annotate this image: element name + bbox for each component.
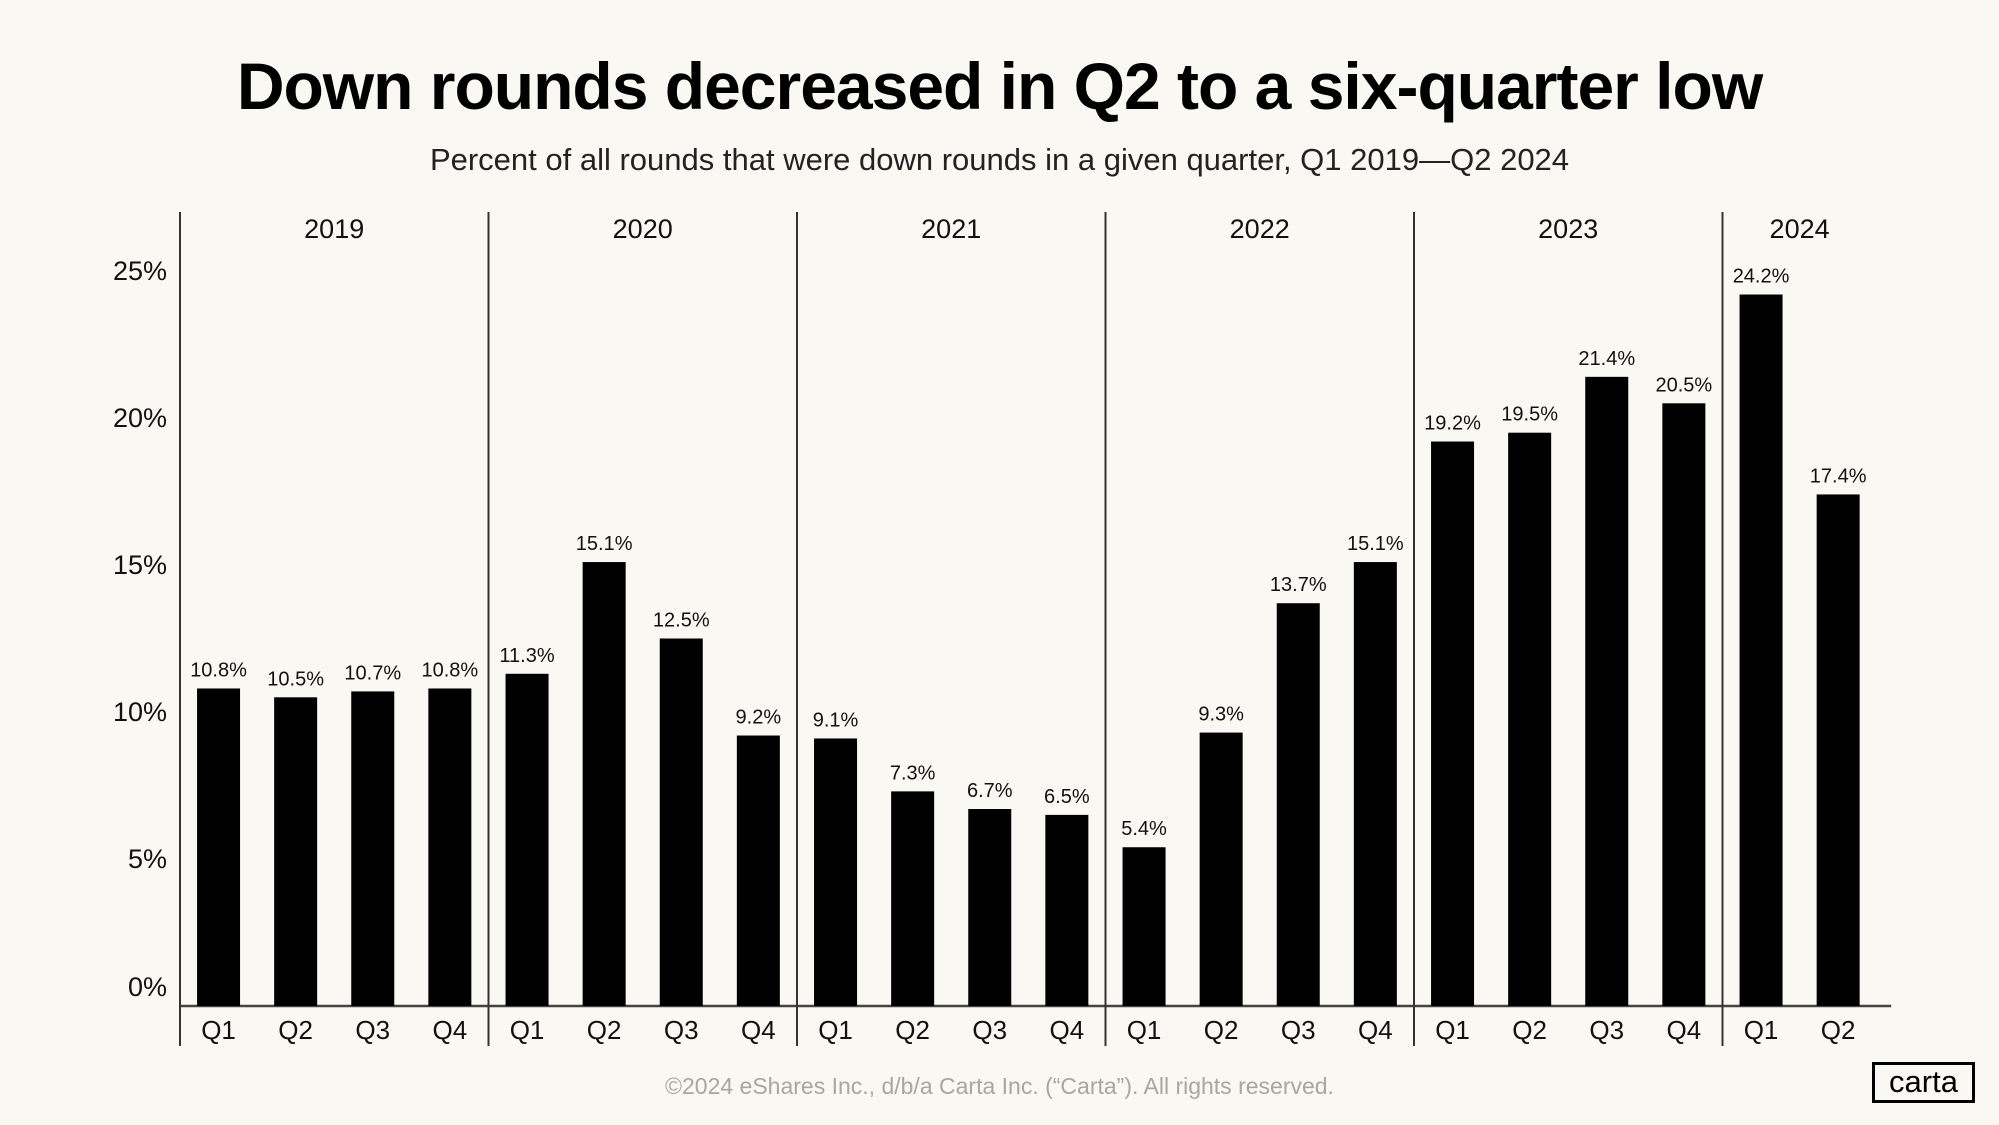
bar [1045, 814, 1089, 1006]
bar [1508, 432, 1552, 1006]
bar [814, 738, 858, 1006]
data-label: 5.4% [1121, 818, 1167, 840]
y-tick-label: 0% [128, 972, 167, 1002]
data-label: 20.5% [1655, 374, 1712, 396]
data-label: 9.1% [813, 709, 859, 731]
bar [1662, 403, 1706, 1006]
x-tick-label: Q3 [1589, 1015, 1624, 1045]
y-tick-label: 15% [113, 550, 167, 580]
bar [1816, 494, 1860, 1006]
bar [428, 688, 472, 1006]
x-tick-label: Q2 [1512, 1015, 1547, 1045]
bar [1353, 562, 1397, 1006]
chart-subtitle: Percent of all rounds that were down rou… [429, 142, 1570, 177]
bar [1431, 441, 1475, 1006]
bar [1199, 732, 1243, 1006]
data-label: 15.1% [1347, 533, 1404, 555]
bar [968, 809, 1012, 1006]
data-label: 10.8% [421, 659, 478, 681]
x-tick-label: Q1 [1744, 1015, 1779, 1045]
x-tick-label: Q3 [972, 1015, 1007, 1045]
bar [659, 638, 703, 1006]
data-label: 21.4% [1578, 348, 1635, 370]
year-label: 2019 [304, 214, 364, 244]
y-tick-label: 10% [113, 697, 167, 727]
data-label: 9.3% [1198, 704, 1244, 726]
data-label: 10.7% [344, 662, 401, 684]
x-tick-label: Q2 [895, 1015, 930, 1045]
y-tick-label: 25% [113, 256, 167, 286]
x-tick-label: Q1 [201, 1015, 236, 1045]
x-tick-label: Q1 [510, 1015, 545, 1045]
data-label: 6.5% [1044, 786, 1090, 808]
copyright-footer: ©2024 eShares Inc., d/b/a Carta Inc. (“C… [665, 1073, 1334, 1099]
year-label: 2022 [1230, 214, 1290, 244]
data-label: 7.3% [890, 762, 936, 784]
data-label: 19.5% [1501, 404, 1558, 426]
x-tick-label: Q4 [741, 1015, 776, 1045]
x-tick-label: Q3 [1281, 1015, 1316, 1045]
bar [274, 697, 318, 1006]
x-tick-label: Q2 [278, 1015, 313, 1045]
x-tick-label: Q2 [587, 1015, 622, 1045]
data-label: 17.4% [1810, 465, 1867, 487]
chart-title: Down rounds decreased in Q2 to a six-qua… [236, 49, 1763, 123]
bar [1276, 603, 1320, 1006]
data-label: 10.8% [190, 659, 247, 681]
x-tick-label: Q3 [355, 1015, 390, 1045]
data-label: 10.5% [267, 668, 324, 690]
x-tick-label: Q4 [1050, 1015, 1085, 1045]
x-tick-label: Q4 [1358, 1015, 1393, 1045]
data-label: 12.5% [653, 610, 710, 632]
bar [1585, 376, 1629, 1007]
year-label: 2020 [613, 214, 673, 244]
year-label: 2024 [1770, 214, 1830, 244]
bar [505, 673, 549, 1006]
data-label: 24.2% [1733, 266, 1790, 288]
data-label: 9.2% [736, 707, 782, 729]
data-label: 13.7% [1270, 574, 1327, 596]
bar [197, 688, 241, 1006]
data-label: 15.1% [576, 533, 633, 555]
bar [1122, 847, 1166, 1006]
x-tick-label: Q1 [818, 1015, 853, 1045]
x-tick-label: Q2 [1821, 1015, 1856, 1045]
x-tick-label: Q1 [1435, 1015, 1470, 1045]
x-tick-label: Q3 [664, 1015, 699, 1045]
year-label: 2023 [1538, 214, 1598, 244]
y-tick-label: 20% [113, 403, 167, 433]
x-tick-label: Q2 [1204, 1015, 1239, 1045]
x-tick-label: Q1 [1127, 1015, 1162, 1045]
data-label: 19.2% [1424, 413, 1481, 435]
x-tick-label: Q4 [1667, 1015, 1702, 1045]
bar [1739, 294, 1783, 1006]
bar [582, 562, 626, 1006]
bar [736, 735, 780, 1006]
data-label: 6.7% [967, 780, 1013, 802]
bar [351, 691, 395, 1006]
y-tick-label: 5% [128, 844, 167, 874]
data-label: 11.3% [499, 645, 554, 667]
bar [891, 791, 935, 1006]
x-tick-label: Q4 [433, 1015, 468, 1045]
carta-logo: carta [1872, 1062, 1975, 1103]
year-label: 2021 [921, 214, 981, 244]
